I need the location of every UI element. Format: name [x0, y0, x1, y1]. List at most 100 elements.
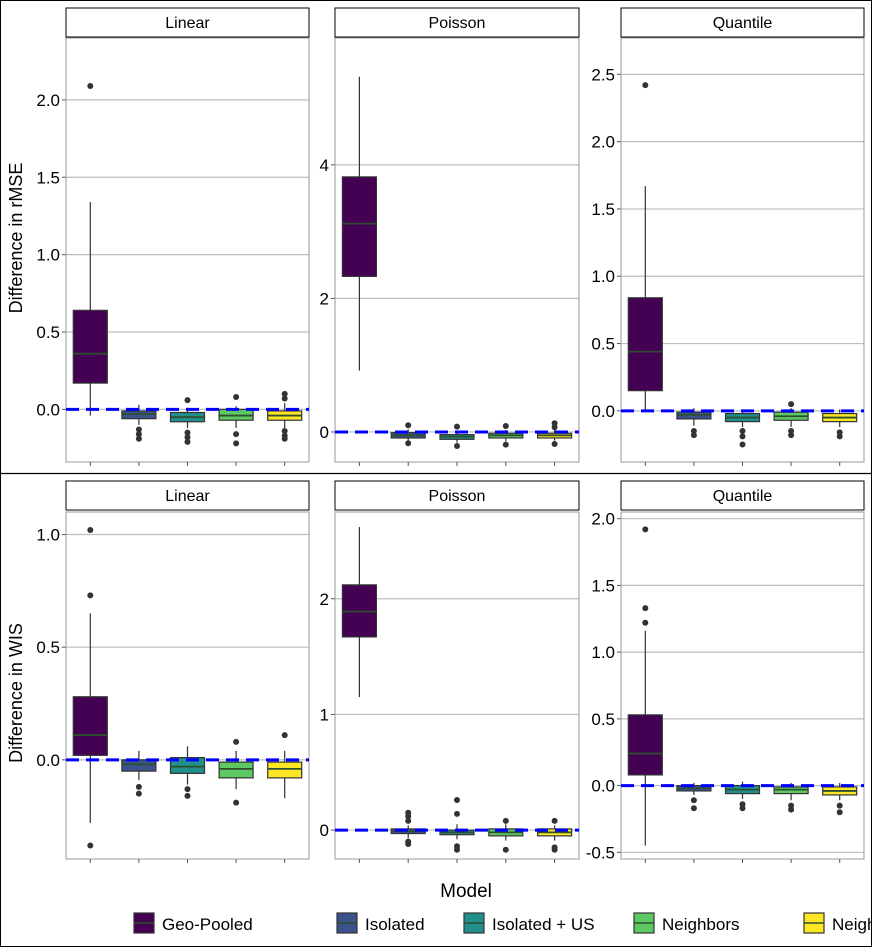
outlier-point	[281, 390, 288, 397]
legend-label: Isolated	[365, 915, 425, 934]
outlier-point	[405, 840, 412, 847]
outlier-point	[281, 732, 288, 739]
panel-strip	[620, 7, 865, 38]
legend-item: Neighbors	[633, 912, 740, 934]
panel-0-0: Linear 0.0 0.5 1.0 1.5 2.0	[36, 7, 310, 466]
outlier-point	[551, 440, 558, 447]
box-geo-pooled	[627, 297, 663, 392]
outlier-point	[739, 433, 746, 440]
panel-0-2: Quantile 0.0 0.5 1.0 1.5 2.0 2.5	[591, 7, 865, 466]
outlier-point	[690, 805, 697, 812]
y-tick-label: 2.0	[591, 133, 615, 152]
y-tick-label: 1.0	[591, 267, 615, 286]
outlier-point	[690, 432, 697, 439]
panel-1-2: Quantile -0.5 0.0 0.5 1.0 1.5 2.0	[586, 480, 865, 863]
panel-0-1: Poisson 0 2 4	[320, 7, 580, 466]
outlier-point	[184, 397, 191, 404]
outlier-point	[87, 82, 94, 89]
outlier-point	[281, 428, 288, 435]
y-tick-label: 1.5	[591, 200, 615, 219]
y-tick-label: 1.0	[36, 526, 60, 545]
x-axis-label: Model	[440, 881, 492, 902]
legend-label: Isolated + US	[492, 915, 595, 934]
legend-item: Isolated	[336, 912, 425, 934]
outlier-point	[551, 846, 558, 853]
legend-label: Neighbors + US	[832, 915, 872, 934]
y-tick-label: 2.0	[36, 91, 60, 110]
box-geo-pooled	[627, 714, 663, 776]
outlier-point	[184, 786, 191, 793]
outlier-point	[405, 440, 412, 447]
panels-layer: Linear 0.0 0.5 1.0 1.5 2.0 Poisson 0 2 4 Quantile 0…	[36, 7, 865, 863]
y-tick-label: 1.0	[591, 643, 615, 662]
outlier-point	[788, 806, 795, 813]
box-neighbors-us	[267, 761, 303, 779]
panel-title: Linear	[165, 15, 210, 32]
outlier-point	[233, 394, 240, 401]
y-tick-label: 0	[320, 821, 329, 840]
panel-strip	[334, 7, 580, 38]
outlier-point	[836, 802, 843, 809]
outlier-point	[405, 422, 412, 429]
legend-item: Geo-Pooled	[133, 912, 253, 934]
outlier-point	[642, 82, 649, 89]
outlier-point	[281, 395, 288, 402]
outlier-point	[788, 401, 795, 408]
panel-title: Poisson	[429, 488, 486, 505]
outlier-point	[642, 605, 649, 612]
outlier-point	[184, 792, 191, 799]
y-tick-label: 4	[320, 156, 329, 175]
y-tick-label: 0.0	[591, 777, 615, 796]
outlier-point	[233, 738, 240, 745]
y-tick-label: 2.5	[591, 65, 615, 84]
y-tick-label: 2	[320, 590, 329, 609]
outlier-point	[642, 619, 649, 626]
outlier-point	[135, 431, 142, 438]
box-neighbors	[218, 761, 254, 779]
outlier-point	[233, 440, 240, 447]
outlier-point	[836, 809, 843, 816]
outlier-point	[502, 441, 509, 448]
panel-title: Quantile	[713, 15, 773, 32]
panel-strip	[65, 7, 310, 38]
y-tick-label: 2.0	[591, 510, 615, 529]
outlier-point	[405, 809, 412, 816]
outlier-point	[502, 422, 509, 429]
panel-1-0: Linear 0.0 0.5 1.0	[36, 480, 310, 863]
y-tick-label: 1.5	[36, 168, 60, 187]
y-tick-label: -0.5	[586, 843, 615, 862]
y-tick-label: 0.0	[36, 751, 60, 770]
outlier-point	[405, 817, 412, 824]
box-geo-pooled	[341, 176, 377, 277]
outlier-point	[836, 433, 843, 440]
outlier-point	[135, 426, 142, 433]
y-tick-label: 1.0	[36, 246, 60, 265]
panel-title: Linear	[165, 488, 210, 505]
y-tick-label: 0.5	[36, 638, 60, 657]
y-axis-label-top: Difference in rMSE	[6, 163, 26, 314]
outlier-point	[739, 805, 746, 812]
y-tick-label: 1	[320, 705, 329, 724]
y-tick-label: 1.5	[591, 576, 615, 595]
panel-strip	[620, 480, 865, 511]
legend: Geo-Pooled Isolated Isolated + US Neighbors…	[133, 912, 872, 934]
outlier-point	[788, 432, 795, 439]
outlier-point	[454, 423, 460, 430]
y-tick-label: 0.5	[36, 323, 60, 342]
legend-label: Geo-Pooled	[162, 915, 253, 934]
panel-title: Poisson	[429, 15, 486, 32]
y-tick-label: 0.5	[591, 335, 615, 354]
y-axis-label-bottom: Difference in WIS	[6, 623, 26, 763]
outlier-point	[454, 797, 460, 804]
outlier-point	[454, 442, 460, 449]
outlier-point	[502, 846, 509, 853]
outlier-point	[281, 435, 288, 442]
legend-label: Neighbors	[662, 915, 740, 934]
outlier-point	[87, 527, 94, 534]
outlier-point	[690, 797, 697, 804]
outlier-point	[642, 526, 649, 533]
panel-title: Quantile	[713, 488, 773, 505]
outlier-point	[739, 428, 746, 435]
y-tick-label: 0.0	[591, 402, 615, 421]
